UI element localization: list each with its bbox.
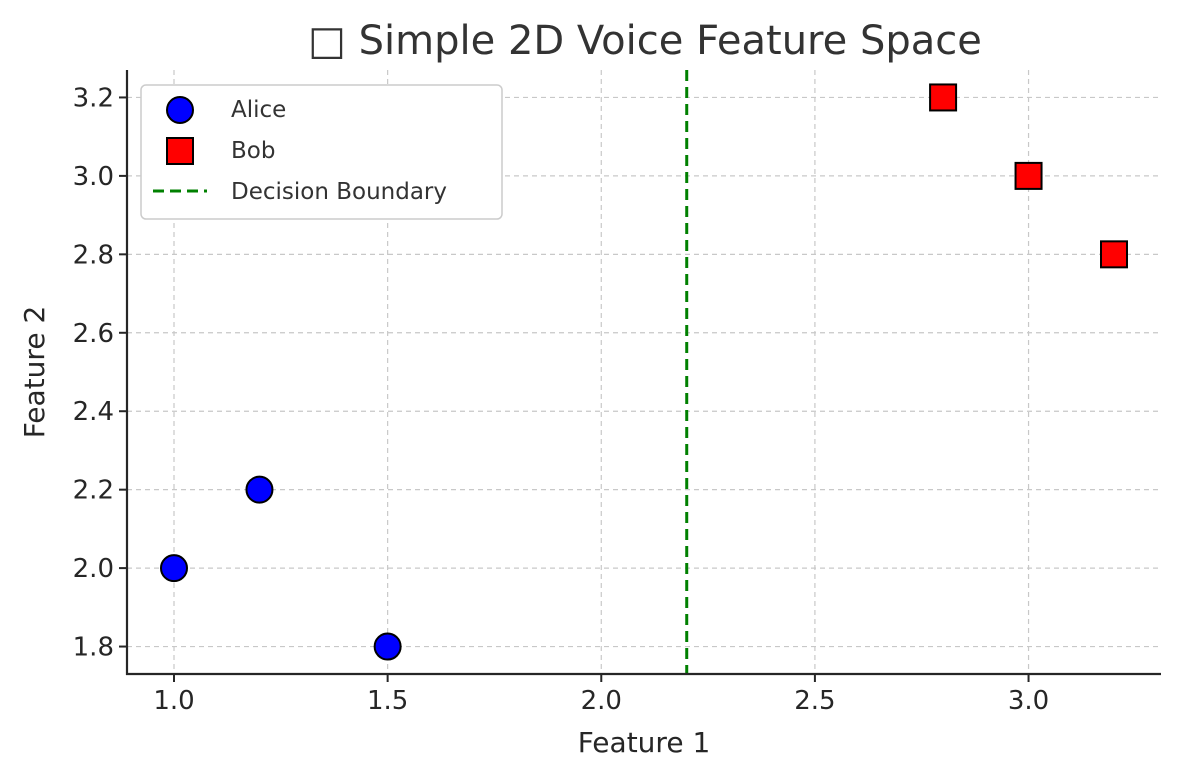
- legend-label-bob: Bob: [231, 138, 275, 164]
- y-tick-label: 3.2: [73, 83, 114, 113]
- legend: Alice Bob Decision Boundary: [140, 84, 503, 220]
- y-tick-label: 3.0: [73, 162, 114, 192]
- y-tick-label: 2.2: [73, 476, 114, 506]
- x-axis-label: Feature 1: [578, 726, 711, 759]
- grid: [127, 70, 1161, 674]
- data-point-alice: [373, 632, 402, 661]
- data-point-bob: [1014, 161, 1043, 190]
- y-tick-label: 2.0: [73, 554, 114, 584]
- legend-label-boundary: Decision Boundary: [231, 179, 447, 205]
- x-tick-label: 1.5: [367, 686, 408, 716]
- y-tick-label: 2.6: [73, 319, 114, 349]
- data-points: [160, 83, 1128, 661]
- x-tick-label: 3.0: [1008, 686, 1049, 716]
- data-point-bob: [929, 83, 958, 112]
- ticks: 1.0 1.5 2.0 2.5 3.0 1.8 2.0 2.2 2.4 2.6 2.8 3.0 3.2: [73, 83, 1050, 716]
- x-tick-label: 2.0: [581, 686, 622, 716]
- y-tick-label: 1.8: [73, 633, 114, 663]
- data-point-bob: [1100, 240, 1128, 269]
- x-tick-label: 1.0: [153, 686, 194, 716]
- y-axis-label: Feature 2: [18, 306, 51, 439]
- axes: [125, 70, 1161, 676]
- data-point-alice: [160, 554, 188, 583]
- x-tick-label: 2.5: [794, 686, 835, 716]
- y-tick-label: 2.8: [73, 240, 114, 270]
- legend-label-alice: Alice: [231, 97, 286, 123]
- data-point-alice: [245, 475, 274, 504]
- legend-box: [140, 84, 503, 220]
- legend-square-marker: [166, 137, 194, 165]
- y-tick-label: 2.4: [73, 397, 114, 427]
- chart-title: □ Simple 2D Voice Feature Space: [308, 18, 982, 64]
- legend-circle-marker: [166, 96, 194, 124]
